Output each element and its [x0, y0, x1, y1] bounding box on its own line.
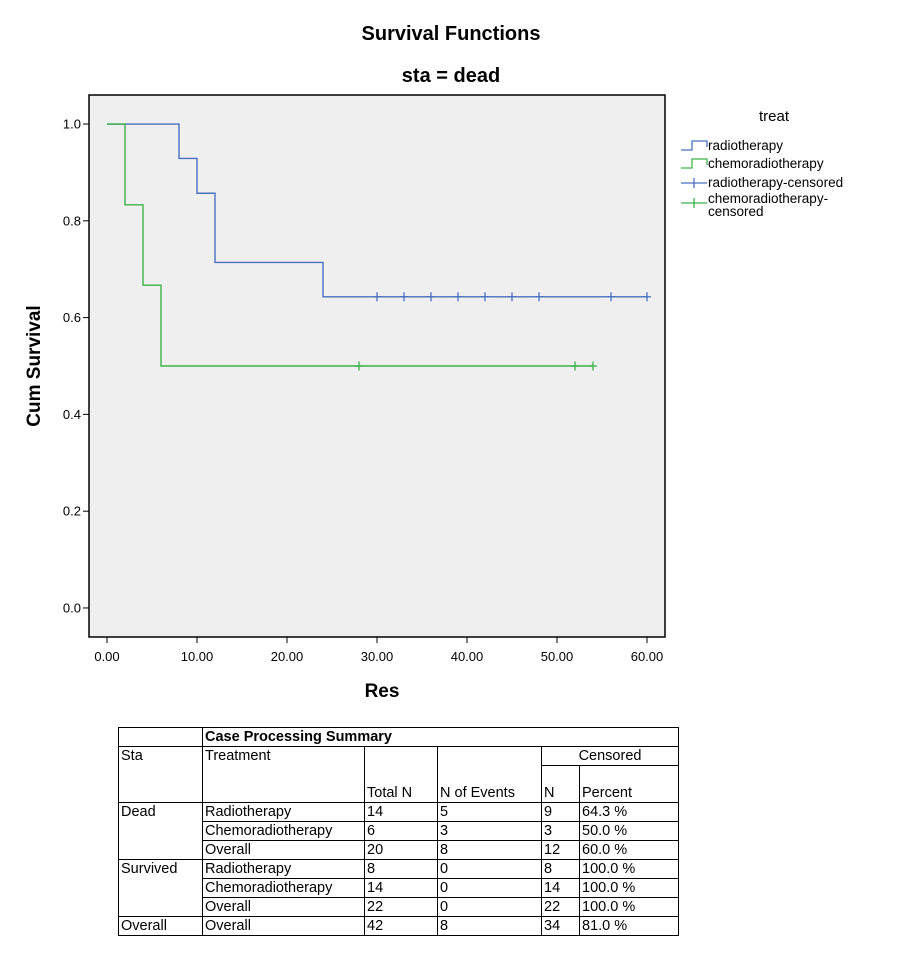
header-n: N [541, 765, 580, 803]
table-cell: 8 [437, 840, 542, 860]
x-tick-label: 30.00 [361, 649, 394, 664]
table-cell: Overall [202, 916, 365, 936]
table-cell: Chemoradiotherapy [202, 878, 365, 898]
table-cell: 100.0 % [578, 859, 680, 879]
table-cell: 0 [437, 897, 542, 917]
legend-label: chemoradiotherapy [708, 156, 824, 171]
table-cell: 8 [364, 859, 438, 879]
header-sta: Sta [118, 746, 203, 803]
y-tick-label: 0.4 [63, 407, 81, 422]
table-cell: 0 [437, 878, 542, 898]
x-tick-label: 50.00 [541, 649, 574, 664]
table-cell: 5 [437, 802, 542, 822]
y-tick-label: 0.8 [63, 213, 81, 228]
legend-title: treat [759, 108, 790, 125]
table-cell: 8 [437, 916, 542, 936]
table-cell: 3 [541, 821, 580, 841]
series-layer [107, 123, 651, 371]
table-cell: 8 [541, 859, 580, 879]
legend-line-swatch [681, 140, 708, 151]
x-tick-label: 60.00 [631, 649, 664, 664]
header-censored: Censored [540, 746, 680, 766]
legend: treat radiotherapy chemoradiotherapy radio… [681, 108, 843, 219]
y-axis-label: Cum Survival [24, 305, 45, 426]
y-axis: 0.0 0.2 0.4 0.6 0.8 1.0 [63, 117, 89, 615]
legend-label: chemoradiotherapy-censored [708, 191, 828, 219]
table-cell: 9 [541, 802, 580, 822]
table-cell: Radiotherapy [202, 859, 365, 879]
group-label: Survived [118, 859, 203, 917]
table-cell: 20 [364, 840, 438, 860]
x-tick-label: 10.00 [181, 649, 214, 664]
chart-subtitle: sta = dead [402, 65, 500, 87]
table-cell: 100.0 % [578, 878, 680, 898]
x-axis: 0.00 10.00 20.00 30.00 40.00 50.00 60.00 [94, 637, 663, 664]
group-label: Overall [118, 916, 203, 936]
survival-chart: Survival Functions sta = dead 0.00.20.40… [24, 23, 843, 702]
table-cell: 14 [541, 878, 580, 898]
header-percent: Percent [578, 765, 680, 803]
x-tick-label: 40.00 [451, 649, 484, 664]
chart-title: Survival Functions [362, 23, 541, 45]
legend-label: radiotherapy-censored [708, 175, 843, 190]
y-tick-label: 0.0 [63, 600, 81, 615]
y-tick-label: 0.6 [63, 310, 81, 325]
table-cell: 14 [364, 878, 438, 898]
table-cell: 50.0 % [578, 821, 680, 841]
header-total-n: Total N [364, 746, 438, 803]
header-treatment: Treatment [202, 746, 365, 803]
table-cell: 3 [437, 821, 542, 841]
case-processing-summary-table: Case Processing Summary Sta Treatment To… [118, 727, 680, 936]
header-n-events: N of Events [437, 746, 542, 803]
table-cell: 12 [541, 840, 580, 860]
table-cell: 60.0 % [578, 840, 680, 860]
x-tick-label: 20.00 [271, 649, 304, 664]
table-cell: Chemoradiotherapy [202, 821, 365, 841]
x-tick-label: 0.00 [94, 649, 119, 664]
table-cell: 42 [364, 916, 438, 936]
table-cell: 0 [437, 859, 542, 879]
table-cell: 14 [364, 802, 438, 822]
table-cell: Radiotherapy [202, 802, 365, 822]
x-axis-label: Res [365, 681, 400, 702]
table-cell: 6 [364, 821, 438, 841]
table-cell: 64.3 % [578, 802, 680, 822]
table-cell: Overall [202, 897, 365, 917]
table-cell: 22 [364, 897, 438, 917]
group-label: Dead [118, 802, 203, 860]
legend-line-swatch [681, 158, 708, 169]
table-cell: 100.0 % [578, 897, 680, 917]
survival-line-radiotherapy [107, 123, 647, 298]
y-tick-label: 1.0 [63, 117, 81, 132]
survival-line-chemoradiotherapy [107, 123, 593, 367]
table-cell: 34 [541, 916, 580, 936]
table-cell: 22 [541, 897, 580, 917]
table-cell: Overall [202, 840, 365, 860]
y-tick-label: 0.2 [63, 504, 81, 519]
table-title: Case Processing Summary [201, 727, 680, 747]
table-cell: 81.0 % [578, 916, 680, 936]
legend-label: radiotherapy [708, 138, 783, 153]
